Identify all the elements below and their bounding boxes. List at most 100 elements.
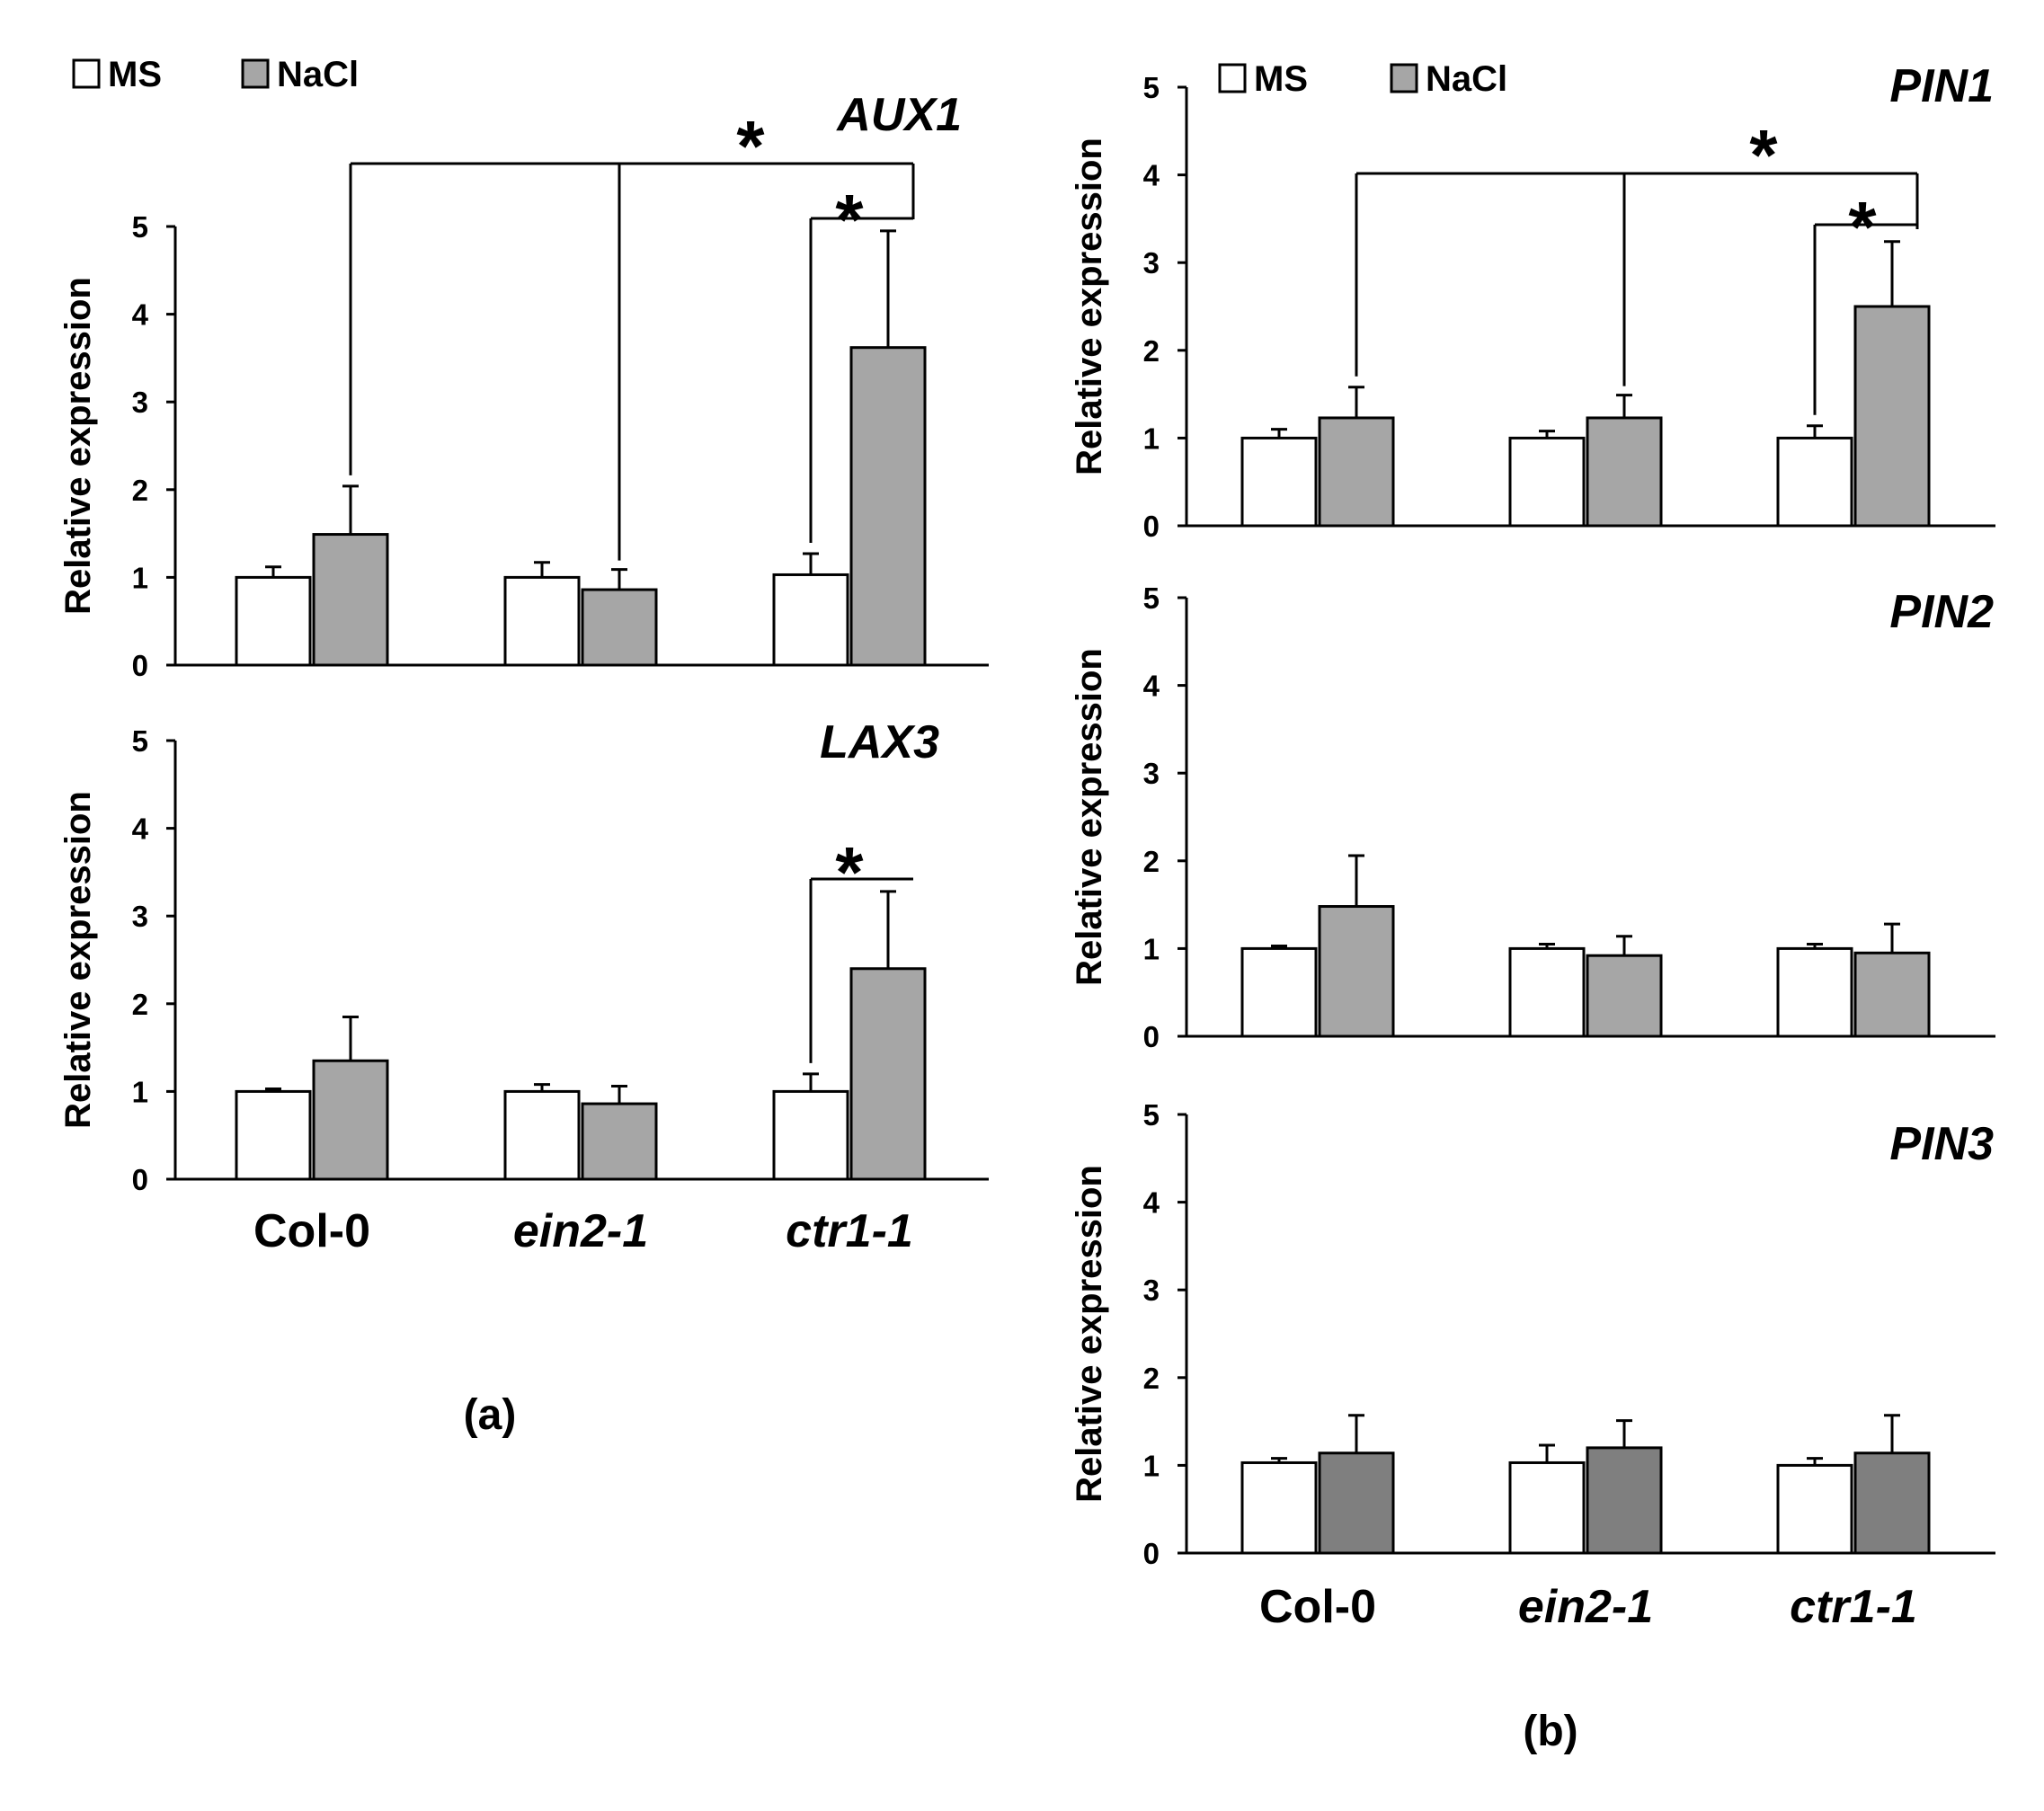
bar-ms-ctr1-1 (1776, 436, 1853, 528)
y-axis-title: Relative expression (58, 277, 98, 615)
y-tick-label: 1 (1143, 1449, 1160, 1482)
chart-title: PIN3 (1889, 1118, 1994, 1170)
bar-ms-ein2-1 (1508, 1460, 1586, 1555)
significance-star: * (1749, 115, 1778, 195)
y-tick-label: 2 (132, 474, 148, 507)
bar-ms-ctr1-1 (772, 1089, 849, 1181)
bar-ms-col-0 (1240, 1460, 1318, 1555)
bar-nacl-col-0 (1318, 905, 1395, 1038)
bar-nacl-ctr1-1 (1853, 305, 1931, 528)
x-category-label: Col-0 (253, 1205, 370, 1257)
y-axis-title: Relative expression (58, 791, 98, 1129)
legend-nacl-swatch (1390, 63, 1418, 93)
chart-aux1: 0 1 2 3 4 5 Relative expression AUX1 * * (58, 89, 989, 682)
significance-star: * (1848, 187, 1877, 267)
bar-ms-ctr1-1 (1776, 946, 1853, 1038)
y-tick-label: 2 (132, 988, 148, 1021)
legend-b: MS NaCl (1218, 59, 1507, 99)
significance-star: * (736, 106, 765, 186)
y-tick-label: 3 (1143, 246, 1160, 280)
bar-ms-ctr1-1 (1776, 1463, 1853, 1555)
chart-lax3: 0 1 2 3 4 5 Relative expression LAX3 Col-0 ein2-1… (58, 716, 989, 1257)
y-tick-label: 3 (1143, 757, 1160, 790)
y-tick-label: 5 (1143, 1098, 1160, 1132)
bar-nacl-ctr1-1 (1853, 951, 1931, 1038)
y-tick-label: 5 (132, 210, 148, 244)
y-tick-label: 5 (1143, 581, 1160, 615)
chart-pin2: 0 1 2 3 4 5 Relative expression PIN2 (1070, 581, 1995, 1053)
chart-title: PIN1 (1889, 60, 1994, 112)
bar-nacl-ctr1-1 (849, 346, 927, 667)
y-tick-label: 2 (1143, 334, 1160, 368)
chart-title: LAX3 (820, 716, 939, 768)
y-tick-label: 4 (1143, 1186, 1160, 1220)
bar-ms-ctr1-1 (772, 573, 849, 667)
y-tick-label: 4 (1143, 670, 1160, 703)
x-category-label: ein2-1 (513, 1205, 648, 1257)
bar-ms-col-0 (235, 1089, 312, 1181)
y-axis-title: Relative expression (1070, 1165, 1109, 1503)
y-tick-label: 4 (1143, 159, 1160, 192)
y-tick-label: 1 (1143, 932, 1160, 965)
y-tick-label: 5 (132, 724, 148, 758)
y-tick-label: 2 (1143, 1362, 1160, 1395)
y-tick-label: 1 (1143, 422, 1160, 455)
legend-nacl-label: NaCl (277, 55, 359, 94)
bar-ms-col-0 (1240, 436, 1318, 528)
bar-ms-ein2-1 (503, 575, 581, 667)
legend-ms-swatch (1218, 63, 1247, 93)
legend-ms-swatch (72, 58, 101, 89)
bar-ms-col-0 (1240, 946, 1318, 1038)
bar-nacl-ein2-1 (1586, 416, 1663, 528)
bar-nacl-ctr1-1 (1853, 1451, 1931, 1555)
bar-ms-ein2-1 (503, 1089, 581, 1181)
bar-nacl-ein2-1 (1586, 954, 1663, 1038)
y-axis-title: Relative expression (1070, 648, 1109, 986)
bar-ms-ein2-1 (1508, 946, 1586, 1038)
bar-nacl-ctr1-1 (849, 967, 927, 1181)
bar-nacl-ein2-1 (581, 588, 658, 667)
bar-nacl-col-0 (1318, 1451, 1395, 1555)
bar-nacl-ein2-1 (581, 1102, 658, 1181)
chart-pin1: 0 1 2 3 4 5 Relative expression PIN1 * * (1070, 60, 1995, 543)
y-tick-label: 0 (132, 649, 148, 682)
panel-label-b: (b) (1523, 1708, 1577, 1755)
x-category-label: ctr1-1 (1790, 1581, 1917, 1633)
y-tick-label: 1 (132, 561, 148, 594)
y-tick-label: 1 (132, 1075, 148, 1108)
y-tick-label: 5 (1143, 71, 1160, 104)
y-tick-label: 4 (132, 298, 149, 332)
significance-star: * (835, 180, 864, 260)
chart-pin3: 0 1 2 3 4 5 Relative expression PIN3 Col-0 ein2-1… (1070, 1098, 1995, 1633)
y-tick-label: 0 (132, 1163, 148, 1196)
panel-label-a: (a) (464, 1391, 517, 1439)
bar-ms-ein2-1 (1508, 436, 1586, 528)
y-tick-label: 0 (1143, 1537, 1160, 1570)
y-tick-label: 3 (132, 900, 148, 933)
chart-title: PIN2 (1889, 586, 1994, 638)
y-tick-label: 0 (1143, 1020, 1160, 1053)
y-tick-label: 4 (132, 812, 149, 846)
legend-nacl-swatch (241, 58, 270, 89)
legend-ms-label: MS (1254, 59, 1308, 99)
y-tick-label: 3 (132, 386, 148, 419)
legend-ms-label: MS (108, 55, 162, 94)
significance-star: * (835, 832, 864, 912)
legend-a: MS NaCl (72, 55, 359, 94)
legend-nacl-label: NaCl (1426, 59, 1507, 99)
bar-nacl-col-0 (1318, 416, 1395, 528)
y-tick-label: 0 (1143, 510, 1160, 543)
bar-nacl-ein2-1 (1586, 1446, 1663, 1555)
x-category-label: Col-0 (1259, 1581, 1376, 1633)
y-axis-title: Relative expression (1070, 138, 1109, 475)
x-category-label: ein2-1 (1518, 1581, 1653, 1633)
chart-title: AUX1 (835, 89, 962, 141)
y-tick-label: 3 (1143, 1274, 1160, 1307)
bar-ms-col-0 (235, 575, 312, 667)
y-tick-label: 2 (1143, 845, 1160, 878)
x-category-label: ctr1-1 (786, 1205, 913, 1257)
bar-nacl-col-0 (312, 1059, 389, 1181)
bar-nacl-col-0 (312, 533, 389, 667)
